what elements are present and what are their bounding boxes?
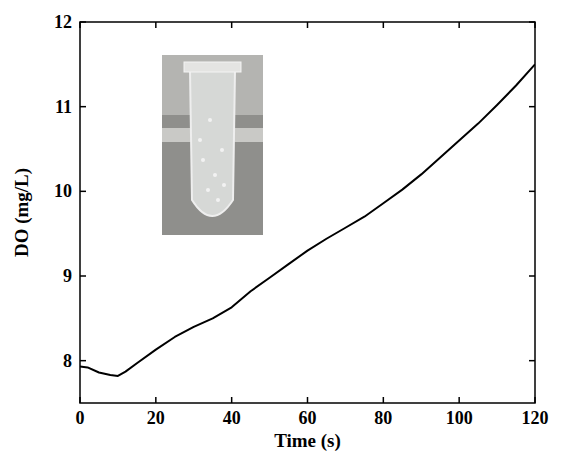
x-tick-label: 20 [147,408,165,428]
inset-tube-cap [184,62,241,72]
y-tick [80,360,86,362]
y-tick-right [529,106,535,108]
y-tick-label: 8 [63,351,72,371]
x-tick-top [307,22,309,28]
inset-bubble [201,158,205,162]
plot-area [80,64,535,376]
chart-svg: 0 20 40 60 80 100 120 8 9 10 11 12 Time (s) DO (mg/L) [0,0,568,461]
x-tick [307,397,309,403]
y-tick-right [529,360,535,362]
plot-frame [80,22,535,403]
inset-bubble [206,188,210,192]
y-tick-label: 10 [54,181,72,201]
x-tick [383,397,385,403]
y-tick-label: 11 [55,97,72,117]
y-tick [80,191,86,193]
x-tick [231,397,233,403]
x-tick-top [383,22,385,28]
y-tick [80,275,86,277]
x-tick [458,397,460,403]
x-tick-label: 60 [299,408,317,428]
x-tick-top [458,22,460,28]
data-line [80,64,535,376]
x-tick [79,397,81,403]
x-tick-top [155,22,157,28]
x-axis-title: Time (s) [274,430,341,452]
x-tick-top [79,22,81,28]
x-tick [155,397,157,403]
chart-container: 0 20 40 60 80 100 120 8 9 10 11 12 Time (s) DO (mg/L) [0,0,568,461]
y-tick [80,106,86,108]
inset-bubble [220,148,224,152]
y-tick-right [529,21,535,23]
inset-bubble [198,138,202,142]
y-axis-title: DO (mg/L) [11,168,33,257]
x-tick-label: 40 [223,408,241,428]
y-tick-right [529,275,535,277]
x-tick-top [534,22,536,28]
y-tick [80,21,86,23]
x-tick-label: 100 [446,408,473,428]
x-tick-label: 120 [522,408,549,428]
x-tick [534,397,536,403]
inset-photo [162,55,263,235]
inset-bubble [216,198,220,202]
x-tick-label: 80 [374,408,392,428]
y-tick-label: 12 [54,12,72,32]
inset-background [162,55,263,235]
inset-bubble [208,118,212,122]
inset-bubble [222,183,226,187]
y-tick-label: 9 [63,266,72,286]
inset-bubble [213,173,217,177]
y-tick-right [529,191,535,193]
inset-tube [190,70,235,216]
x-tick-top [231,22,233,28]
x-tick-label: 0 [76,408,85,428]
